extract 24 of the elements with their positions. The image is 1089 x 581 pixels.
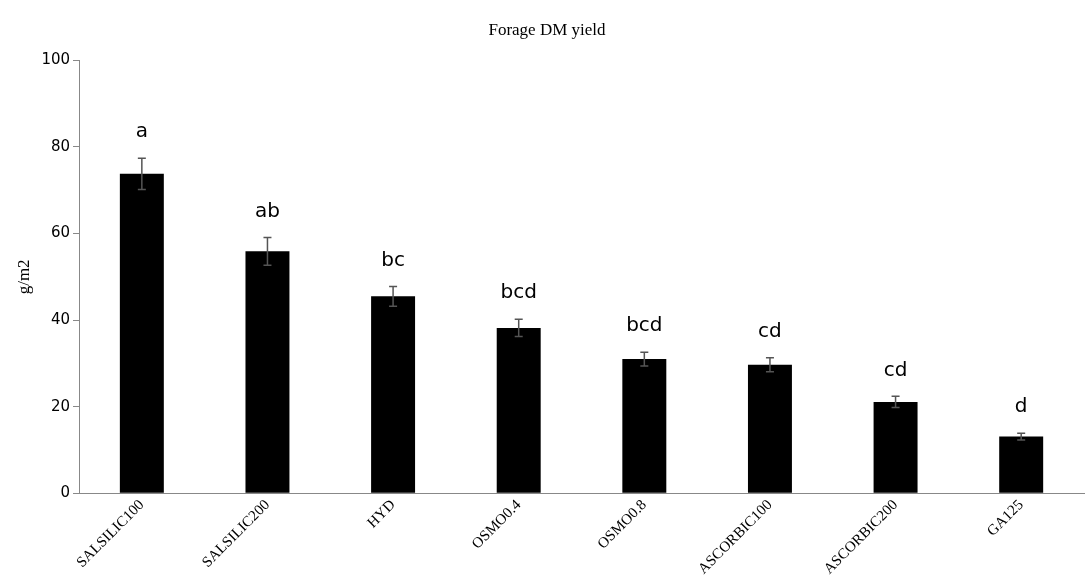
annotation: cd (883, 356, 908, 381)
annotation: a (135, 118, 148, 143)
annotation: ab (254, 197, 280, 222)
bar (999, 436, 1044, 493)
y-tick-label: 0 (60, 483, 71, 502)
annotation: bcd (500, 279, 537, 304)
annotation: bc (381, 246, 405, 271)
bar (622, 359, 667, 493)
y-tick-label: 100 (41, 50, 71, 69)
y-tick-label: 80 (50, 136, 71, 155)
y-tick-label: 60 (50, 223, 71, 242)
bar (873, 401, 918, 493)
bar (119, 173, 164, 493)
y-tick-label: 20 (50, 396, 71, 415)
bar (245, 251, 290, 493)
bar (496, 327, 541, 493)
chart-title: Forage DM yield (488, 19, 607, 39)
y-tick-label: 40 (50, 310, 71, 329)
annotation: cd (758, 318, 782, 343)
annotation: d (1014, 393, 1028, 418)
annotation: bcd (626, 312, 663, 337)
y-axis-title: g/m2 (13, 259, 33, 295)
bar (371, 296, 416, 493)
bar (747, 364, 792, 493)
